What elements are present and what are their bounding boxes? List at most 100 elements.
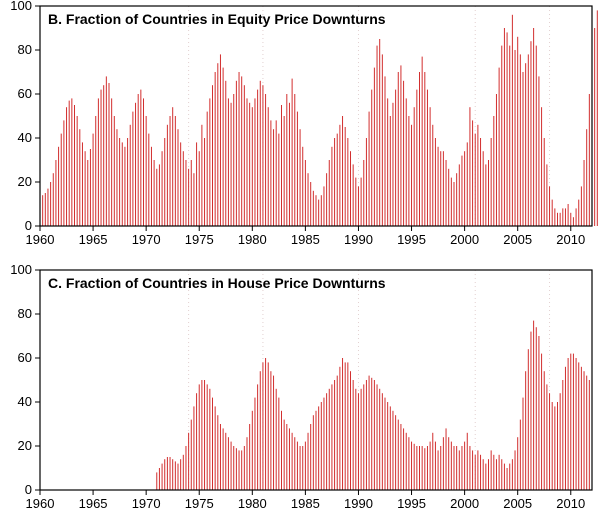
- chart-c-bar: [573, 354, 574, 490]
- chart-c-bar: [504, 464, 505, 490]
- chart-c-bar: [329, 389, 330, 490]
- chart-b-bar: [292, 79, 293, 226]
- chart-b-xtick-label: 2000: [450, 232, 479, 247]
- chart-c-bar: [191, 420, 192, 490]
- chart-b-bar: [244, 85, 245, 226]
- chart-c-bar: [461, 446, 462, 490]
- chart-c-bar: [318, 406, 319, 490]
- chart-b-bar: [260, 81, 261, 226]
- chart-c-bar: [549, 393, 550, 490]
- chart-c-bar: [530, 332, 531, 490]
- chart-c-bar: [270, 371, 271, 490]
- chart-c-xtick-label: 1975: [185, 496, 214, 511]
- chart-b-bar: [252, 107, 253, 226]
- chart-b-bar: [199, 151, 200, 226]
- chart-c-bar: [321, 402, 322, 490]
- chart-c-bar: [517, 437, 518, 490]
- chart-c-bar: [366, 380, 367, 490]
- chart-c-bar: [459, 450, 460, 490]
- chart-b-bar: [584, 160, 585, 226]
- chart-c-ytick-label: 0: [25, 482, 32, 497]
- chart-b-bar: [284, 116, 285, 226]
- chart-c-bar: [390, 406, 391, 490]
- chart-b-bar: [223, 68, 224, 226]
- chart-c-bar: [533, 321, 534, 490]
- chart-c-bar: [326, 393, 327, 490]
- chart-b-bar: [480, 138, 481, 226]
- chart-c-bar: [584, 371, 585, 490]
- chart-b-bar: [493, 116, 494, 226]
- chart-c-bar: [239, 450, 240, 490]
- chart-b-bar: [507, 32, 508, 226]
- chart-b-bar: [236, 81, 237, 226]
- chart-c-bar: [265, 358, 266, 490]
- chart-c-bar: [209, 389, 210, 490]
- chart-b-bar: [406, 98, 407, 226]
- chart-c-bar: [469, 446, 470, 490]
- chart-b-bar: [483, 151, 484, 226]
- chart-b-bar: [116, 129, 117, 226]
- chart-c-bar: [477, 450, 478, 490]
- chart-b-bar: [69, 101, 70, 226]
- chart-c-bar: [220, 424, 221, 490]
- chart-b-bar: [387, 98, 388, 226]
- chart-b-bar: [554, 208, 555, 226]
- chart-b-bar: [178, 129, 179, 226]
- chart-c-bar: [520, 420, 521, 490]
- chart-c-bar: [358, 393, 359, 490]
- chart-b-bar: [443, 151, 444, 226]
- chart-c-bar: [241, 450, 242, 490]
- chart-b-bar: [435, 138, 436, 226]
- chart-c-bar: [313, 415, 314, 490]
- chart-b-bar: [379, 39, 380, 226]
- chart-b-bar: [167, 125, 168, 226]
- chart-b-bar: [74, 105, 75, 226]
- chart-b-bar: [273, 129, 274, 226]
- chart-c-bar: [528, 349, 529, 490]
- chart-b-bar: [106, 76, 107, 226]
- chart-b-xtick-label: 1960: [26, 232, 55, 247]
- chart-b-bar: [180, 142, 181, 226]
- chart-b-bar: [594, 28, 595, 226]
- chart-b-bar: [109, 83, 110, 226]
- chart-b-bar: [249, 103, 250, 226]
- chart-c-bar: [427, 446, 428, 490]
- chart-c-bar: [331, 384, 332, 490]
- chart-b-bar: [339, 125, 340, 226]
- chart-c-bar: [337, 376, 338, 490]
- chart-b-bar: [530, 41, 531, 226]
- chart-b-bar: [576, 208, 577, 226]
- chart-b-bar: [257, 90, 258, 226]
- chart-c-bar: [244, 446, 245, 490]
- chart-c-bar: [379, 389, 380, 490]
- chart-c-bar: [499, 455, 500, 490]
- chart-b-bar: [472, 120, 473, 226]
- chart-c-bar: [544, 371, 545, 490]
- chart-c-bar: [581, 367, 582, 490]
- chart-c-bar: [485, 464, 486, 490]
- chart-c-bar: [446, 428, 447, 490]
- chart-b-bar: [400, 65, 401, 226]
- chart-c-bar: [493, 455, 494, 490]
- chart-b-bar: [374, 68, 375, 226]
- chart-b-bar: [204, 138, 205, 226]
- chart-b-bar: [382, 54, 383, 226]
- chart-b-bar: [146, 116, 147, 226]
- chart-b-bar: [517, 37, 518, 226]
- chart-b-bar: [432, 125, 433, 226]
- chart-c-bar: [180, 459, 181, 490]
- chart-c-bar: [170, 457, 171, 490]
- chart-b-bar: [175, 116, 176, 226]
- chart-b-bar: [53, 173, 54, 226]
- chart-c-bar: [262, 362, 263, 490]
- chart-c-ytick-label: 40: [18, 394, 32, 409]
- chart-c-xtick-label: 1985: [291, 496, 320, 511]
- chart-c-bar: [454, 446, 455, 490]
- chart-c-bar: [385, 398, 386, 490]
- chart-b-bar: [209, 98, 210, 226]
- chart-b-bar: [557, 213, 558, 226]
- chart-b-bar: [464, 151, 465, 226]
- chart-c-bar: [252, 411, 253, 490]
- chart-b-bar: [560, 213, 561, 226]
- chart-c-bar: [483, 459, 484, 490]
